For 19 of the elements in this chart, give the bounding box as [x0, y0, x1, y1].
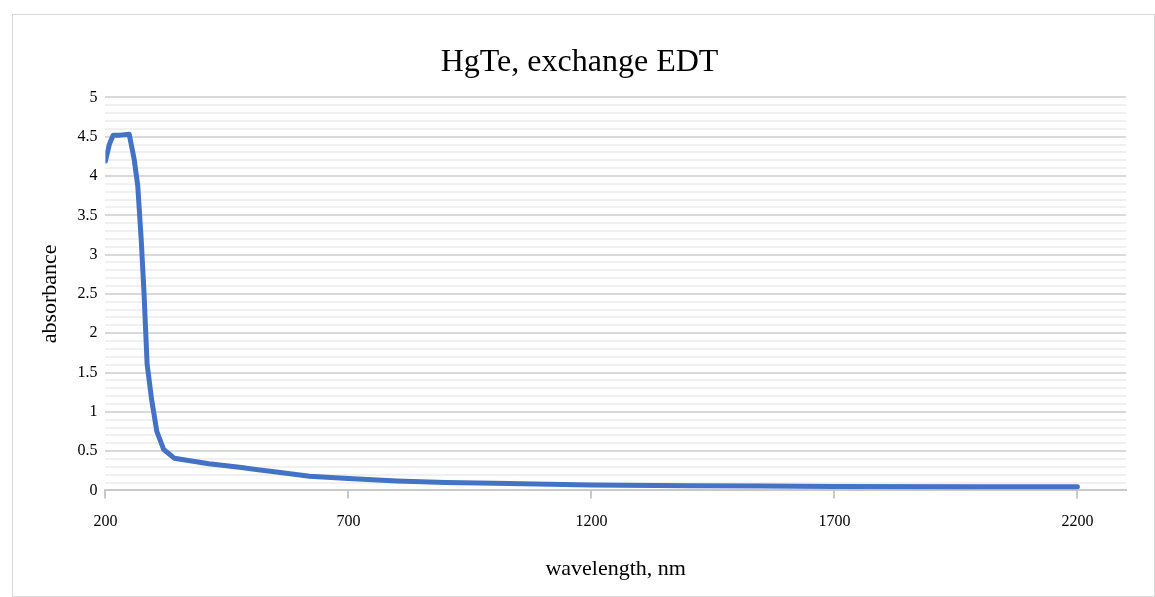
x-tick-label: 200: [93, 512, 118, 530]
y-axis-title: absorbance: [35, 244, 61, 344]
x-axis-title: wavelength, nm: [545, 554, 686, 580]
x-tick-label: 1200: [575, 512, 608, 530]
x-tick-label: 700: [336, 512, 361, 530]
chart-title: HgTe, exchange EDT: [440, 41, 719, 78]
y-tick-label: 3: [89, 244, 98, 262]
y-tick-label: 2.5: [77, 284, 98, 302]
y-tick-label: 2: [89, 323, 98, 341]
y-tick-label: 1.5: [77, 362, 98, 380]
y-tick-label: 4.5: [77, 126, 98, 144]
y-tick-label: 1: [89, 402, 98, 419]
x-tick-label: 1700: [818, 512, 851, 530]
y-tick-label: 0.5: [77, 441, 98, 459]
x-tick-label: 2200: [1061, 512, 1094, 530]
y-tick-label: 5: [89, 87, 98, 105]
y-tick-label: 3.5: [77, 205, 98, 223]
y-tick-label: 0: [89, 480, 98, 498]
y-tick-label: 4: [89, 166, 98, 184]
